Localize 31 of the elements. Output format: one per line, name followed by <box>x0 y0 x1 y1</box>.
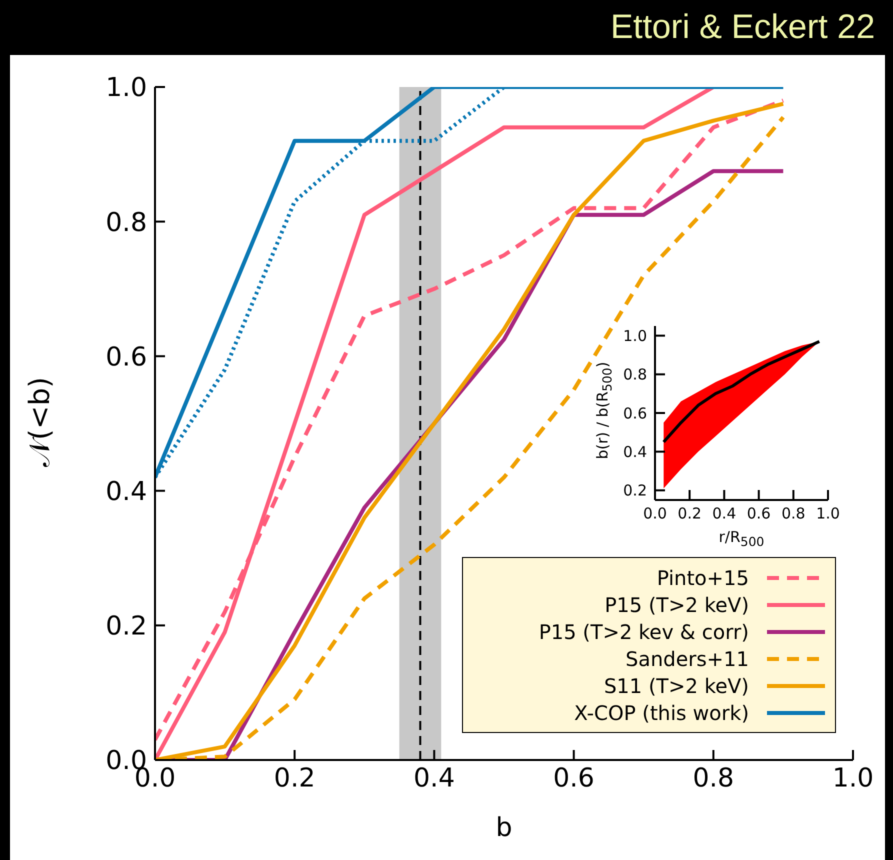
line-series <box>662 340 821 444</box>
x-axis-title: b <box>494 813 514 843</box>
x-tick-label: 0.0 <box>643 504 667 523</box>
y-tick-label: 0.4 <box>623 442 647 461</box>
y-tick-label: 0.8 <box>623 366 647 384</box>
legend-label: Pinto+15 <box>656 566 749 590</box>
y-tick-label: 1.0 <box>623 326 647 345</box>
x-axis-title: r/R$_{500}$ <box>718 528 766 549</box>
y-axis-title: 𝒩(<b) <box>23 376 57 470</box>
y-tick-label: 1.0 <box>106 73 147 104</box>
y-tick-label: 0.8 <box>106 208 147 238</box>
x-tick-label: 0.8 <box>781 504 806 523</box>
x-tick-label: 1.0 <box>832 763 874 794</box>
legend-label: P15 (T>2 kev & corr) <box>538 620 749 644</box>
legend-label: S11 (T>2 keV) <box>604 674 749 698</box>
x-tick-label: 1.0 <box>816 504 840 523</box>
y-tick-label: 0.2 <box>623 482 647 500</box>
x-tick-label: 0.4 <box>712 504 736 523</box>
legend-label: P15 (T>2 keV) <box>604 592 749 616</box>
chart-title: Ettori & Eckert 22 <box>610 8 875 47</box>
x-tick-label: 0.8 <box>692 763 734 794</box>
x-tick-label: 0.4 <box>414 763 455 794</box>
x-tick-label: 0.6 <box>746 504 771 523</box>
y-tick-label: 0.6 <box>106 342 147 372</box>
legend-label: X-COP (this work) <box>574 700 749 724</box>
x-tick-label: 0.2 <box>678 504 702 523</box>
legend-label: Sanders+11 <box>626 646 749 670</box>
x-tick-label: 0.6 <box>553 763 594 794</box>
y-tick-label: 0.6 <box>623 404 647 422</box>
x-tick-label: 0.2 <box>274 763 316 794</box>
y-tick-label: 0.2 <box>106 612 147 642</box>
